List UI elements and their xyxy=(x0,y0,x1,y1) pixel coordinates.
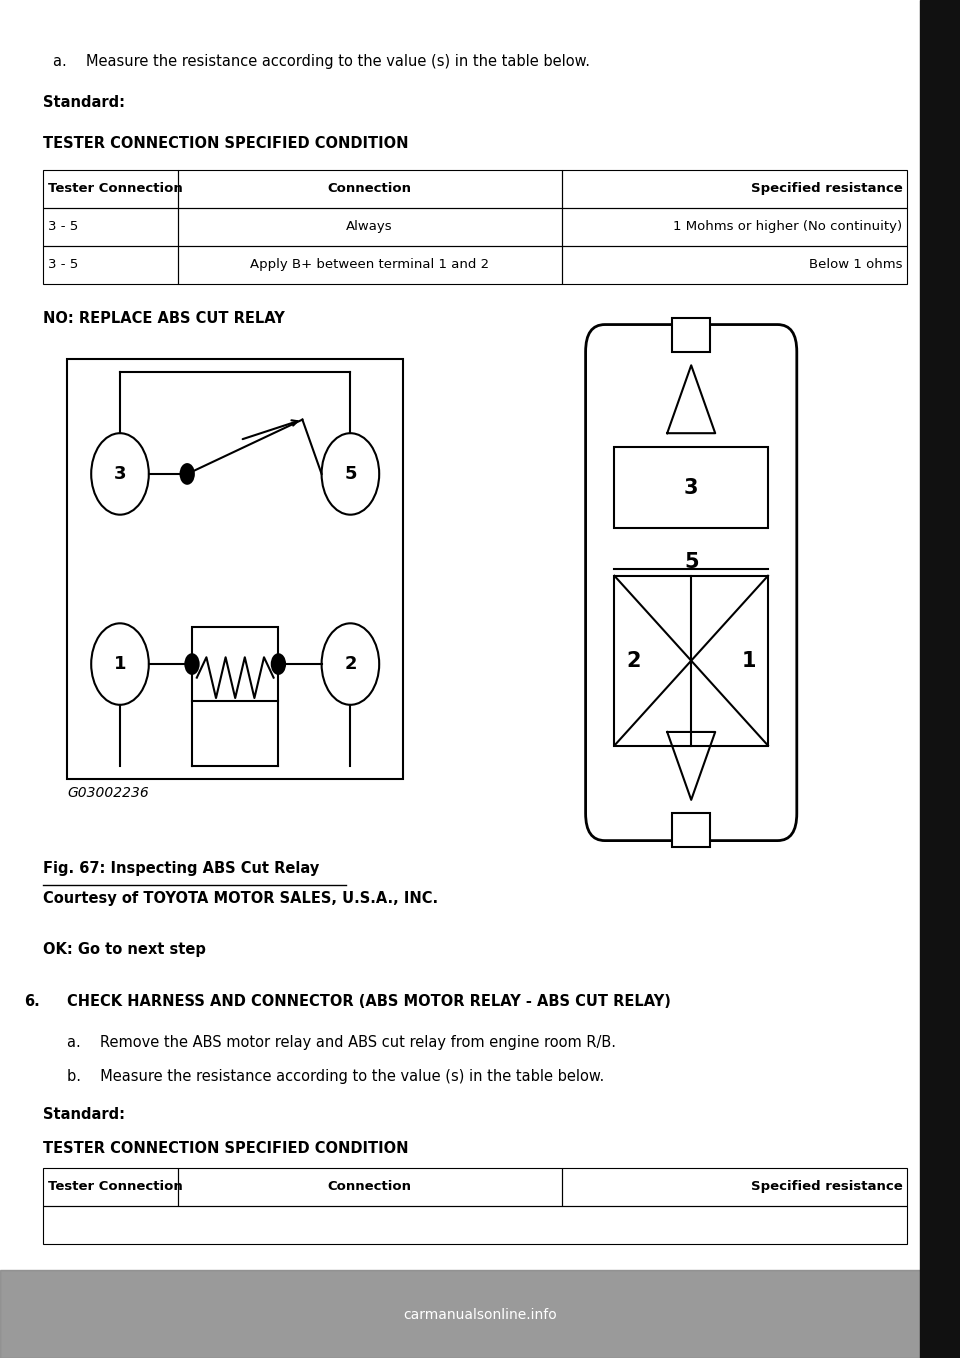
Bar xyxy=(672,813,710,847)
Text: 3 - 5: 3 - 5 xyxy=(48,220,79,234)
Text: 3 - 5: 3 - 5 xyxy=(48,258,79,272)
Text: 1: 1 xyxy=(113,655,127,674)
Text: 1: 1 xyxy=(742,650,756,671)
Bar xyxy=(192,627,278,702)
Text: Fig. 67: Inspecting ABS Cut Relay: Fig. 67: Inspecting ABS Cut Relay xyxy=(43,861,320,876)
Bar xyxy=(43,170,178,208)
Text: a.  Remove the ABS motor relay and ABS cut relay from engine room R/B.: a. Remove the ABS motor relay and ABS cu… xyxy=(67,1035,616,1050)
Text: Standard:: Standard: xyxy=(43,1107,125,1122)
Bar xyxy=(67,359,403,779)
Circle shape xyxy=(180,463,195,485)
Bar xyxy=(562,246,907,284)
Text: OK: Go to next step: OK: Go to next step xyxy=(43,942,206,957)
Circle shape xyxy=(322,623,379,705)
Text: Tester Connection: Tester Connection xyxy=(48,182,182,196)
Bar xyxy=(178,208,562,246)
Circle shape xyxy=(91,433,149,515)
Text: G03002236: G03002236 xyxy=(67,786,149,800)
Text: TESTER CONNECTION SPECIFIED CONDITION: TESTER CONNECTION SPECIFIED CONDITION xyxy=(43,136,409,151)
Text: Apply B+ between terminal 1 and 2: Apply B+ between terminal 1 and 2 xyxy=(250,258,490,272)
Text: 2: 2 xyxy=(626,650,640,671)
Text: Always: Always xyxy=(347,220,393,234)
Bar xyxy=(0,1270,960,1358)
Text: 1 Mohms or higher (No continuity): 1 Mohms or higher (No continuity) xyxy=(673,220,902,234)
Circle shape xyxy=(184,653,200,675)
Text: b.  Measure the resistance according to the value (s) in the table below.: b. Measure the resistance according to t… xyxy=(67,1069,605,1084)
Text: TESTER CONNECTION SPECIFIED CONDITION: TESTER CONNECTION SPECIFIED CONDITION xyxy=(43,1141,409,1156)
Bar xyxy=(562,1168,907,1206)
Text: Standard:: Standard: xyxy=(43,95,125,110)
Bar xyxy=(178,1168,562,1206)
Bar xyxy=(672,318,710,352)
Text: 5: 5 xyxy=(344,464,357,483)
Polygon shape xyxy=(667,732,715,800)
Bar xyxy=(178,246,562,284)
Circle shape xyxy=(322,433,379,515)
Bar xyxy=(43,1206,907,1244)
Text: Courtesy of TOYOTA MOTOR SALES, U.S.A., INC.: Courtesy of TOYOTA MOTOR SALES, U.S.A., … xyxy=(43,891,439,906)
Bar xyxy=(614,576,768,746)
Text: Connection: Connection xyxy=(327,182,412,196)
Text: NO: REPLACE ABS CUT RELAY: NO: REPLACE ABS CUT RELAY xyxy=(43,311,285,326)
Text: a.  Measure the resistance according to the value (s) in the table below.: a. Measure the resistance according to t… xyxy=(53,54,589,69)
Bar xyxy=(43,1168,178,1206)
Text: Below 1 ohms: Below 1 ohms xyxy=(809,258,902,272)
Text: 2: 2 xyxy=(344,655,357,674)
FancyBboxPatch shape xyxy=(586,325,797,841)
Text: 3: 3 xyxy=(113,464,127,483)
Bar xyxy=(562,208,907,246)
Circle shape xyxy=(91,623,149,705)
Bar xyxy=(43,208,178,246)
Text: Specified resistance: Specified resistance xyxy=(751,182,902,196)
Polygon shape xyxy=(667,365,715,433)
Text: carmanualsonline.info: carmanualsonline.info xyxy=(403,1308,557,1321)
Bar xyxy=(178,170,562,208)
Text: Connection: Connection xyxy=(327,1180,412,1194)
Text: 5: 5 xyxy=(684,553,699,572)
Text: Specified resistance: Specified resistance xyxy=(751,1180,902,1194)
Text: 6.: 6. xyxy=(24,994,39,1009)
Bar xyxy=(43,246,178,284)
Text: 3: 3 xyxy=(684,478,699,497)
Text: CHECK HARNESS AND CONNECTOR (ABS MOTOR RELAY - ABS CUT RELAY): CHECK HARNESS AND CONNECTOR (ABS MOTOR R… xyxy=(67,994,671,1009)
Bar xyxy=(562,170,907,208)
Circle shape xyxy=(271,653,286,675)
Bar xyxy=(614,447,768,528)
Text: Tester Connection: Tester Connection xyxy=(48,1180,182,1194)
